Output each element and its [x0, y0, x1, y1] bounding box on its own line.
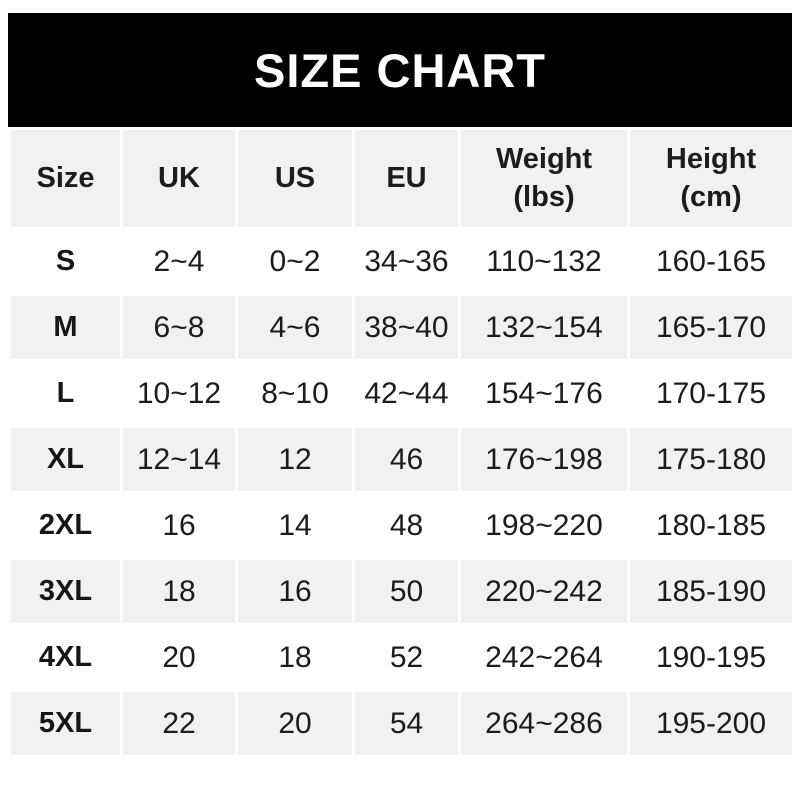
cell-eu: 42~44: [355, 362, 458, 425]
cell-weight: 154~176: [461, 362, 627, 425]
cell-eu: 50: [355, 560, 458, 623]
column-header-label: UK: [158, 161, 200, 194]
cell-uk: 22: [123, 692, 235, 755]
cell-uk: 2~4: [123, 230, 235, 293]
cell-size: 5XL: [11, 692, 120, 755]
header-row: Size UK US EU Weight (lbs) Height (cm): [11, 130, 792, 227]
cell-weight: 198~220: [461, 494, 627, 557]
cell-height: 165-170: [630, 296, 792, 359]
cell-eu: 34~36: [355, 230, 458, 293]
table-row-4xl: 4XL 20 18 52 242~264 190-195: [11, 626, 792, 689]
cell-us: 16: [238, 560, 352, 623]
cell-us: 4~6: [238, 296, 352, 359]
cell-uk: 20: [123, 626, 235, 689]
column-header-size: Size: [11, 130, 120, 227]
cell-us: 8~10: [238, 362, 352, 425]
cell-weight: 110~132: [461, 230, 627, 293]
cell-uk: 18: [123, 560, 235, 623]
table-row-xl: XL 12~14 12 46 176~198 175-180: [11, 428, 792, 491]
page-title: SIZE CHART: [254, 43, 546, 97]
cell-height: 160-165: [630, 230, 792, 293]
column-header-weight: Weight (lbs): [461, 130, 627, 227]
column-header-height: Height (cm): [630, 130, 792, 227]
table-row-2xl: 2XL 16 14 48 198~220 180-185: [11, 494, 792, 557]
cell-height: 195-200: [630, 692, 792, 755]
cell-eu: 46: [355, 428, 458, 491]
cell-uk: 6~8: [123, 296, 235, 359]
cell-size: XL: [11, 428, 120, 491]
cell-size: S: [11, 230, 120, 293]
cell-eu: 54: [355, 692, 458, 755]
table-row-3xl: 3XL 18 16 50 220~242 185-190: [11, 560, 792, 623]
cell-size: 2XL: [11, 494, 120, 557]
size-chart-table: Size UK US EU Weight (lbs) Height (cm) S…: [8, 127, 795, 758]
cell-height: 185-190: [630, 560, 792, 623]
cell-weight: 242~264: [461, 626, 627, 689]
cell-weight: 132~154: [461, 296, 627, 359]
column-header-label: US: [274, 161, 316, 194]
column-header-label: EU: [386, 161, 427, 194]
cell-uk: 16: [123, 494, 235, 557]
cell-size: L: [11, 362, 120, 425]
cell-uk: 10~12: [123, 362, 235, 425]
cell-weight: 176~198: [461, 428, 627, 491]
column-header-label: Weight (lbs): [495, 143, 593, 213]
cell-us: 20: [238, 692, 352, 755]
cell-height: 180-185: [630, 494, 792, 557]
cell-height: 190-195: [630, 626, 792, 689]
table-row-l: L 10~12 8~10 42~44 154~176 170-175: [11, 362, 792, 425]
cell-weight: 220~242: [461, 560, 627, 623]
column-header-us: US: [238, 130, 352, 227]
cell-eu: 52: [355, 626, 458, 689]
table-row-5xl: 5XL 22 20 54 264~286 195-200: [11, 692, 792, 755]
cell-us: 14: [238, 494, 352, 557]
cell-uk: 12~14: [123, 428, 235, 491]
cell-size: 4XL: [11, 626, 120, 689]
cell-us: 0~2: [238, 230, 352, 293]
cell-height: 170-175: [630, 362, 792, 425]
column-header-label: Size: [36, 161, 95, 194]
cell-eu: 38~40: [355, 296, 458, 359]
size-chart-banner: SIZE CHART: [8, 13, 792, 127]
column-header-label: Height (cm): [665, 143, 757, 213]
table-row-s: S 2~4 0~2 34~36 110~132 160-165: [11, 230, 792, 293]
cell-height: 175-180: [630, 428, 792, 491]
table-row-m: M 6~8 4~6 38~40 132~154 165-170: [11, 296, 792, 359]
cell-weight: 264~286: [461, 692, 627, 755]
column-header-uk: UK: [123, 130, 235, 227]
cell-eu: 48: [355, 494, 458, 557]
cell-us: 12: [238, 428, 352, 491]
cell-size: M: [11, 296, 120, 359]
column-header-eu: EU: [355, 130, 458, 227]
cell-size: 3XL: [11, 560, 120, 623]
cell-us: 18: [238, 626, 352, 689]
